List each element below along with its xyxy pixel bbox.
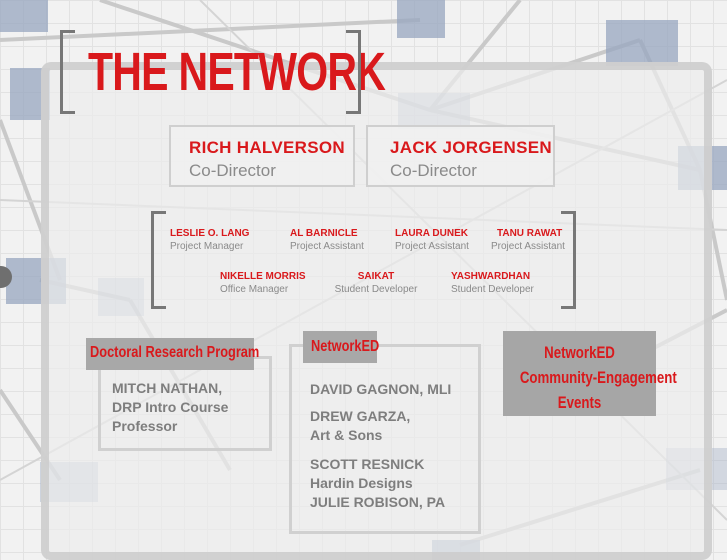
- networked-person-line: SCOTT RESNICK: [310, 456, 425, 472]
- staff-left-bracket: [151, 211, 166, 309]
- staff-name: LAURA DUNEK: [395, 228, 468, 239]
- networked-person-line: DAVID GAGNON, MLI: [310, 381, 452, 397]
- drp-person-line: DRP Intro Course: [112, 399, 229, 415]
- staff-member: SAIKAT Student Developer: [331, 270, 421, 296]
- page-title: THE NETWORK: [88, 42, 386, 102]
- staff-name: SAIKAT: [357, 271, 395, 282]
- title-block: THE NETWORK: [60, 26, 386, 114]
- background-square: [0, 0, 48, 32]
- staff-name: AL BARNICLE: [290, 228, 358, 239]
- networked-label: NetworkED: [303, 331, 380, 363]
- networked-person-line: Art & Sons: [310, 427, 383, 443]
- community-events-box: NetworkED Community-Engagement Events: [503, 331, 677, 416]
- drp-label: Doctoral Research Program: [86, 338, 259, 370]
- networked-label-text: NetworkED: [311, 338, 380, 355]
- right-bracket: [346, 30, 361, 114]
- director-role: Co-Director: [189, 161, 276, 180]
- staff-role: Student Developer: [451, 284, 534, 295]
- staff-name: NIKELLE MORRIS: [220, 271, 306, 282]
- staff-name: LESLIE O. LANG: [170, 228, 250, 239]
- drp-people: MITCH NATHAN, DRP Intro Course Professor: [112, 379, 228, 436]
- background-square: [397, 0, 445, 38]
- community-label-line: NetworkED: [544, 343, 615, 362]
- networked-person-line: Hardin Designs: [310, 475, 413, 491]
- networked-box: DAVID GAGNON, MLI DREW GARZA, Art & Sons…: [289, 344, 481, 534]
- drp-box: MITCH NATHAN, DRP Intro Course Professor: [98, 356, 272, 451]
- community-events-label: NetworkED Community-Engagement Events: [503, 340, 677, 415]
- staff-name: YASHWARDHAN: [451, 271, 531, 282]
- drp-person-line: MITCH NATHAN,: [112, 380, 223, 396]
- director-role: Co-Director: [390, 161, 477, 180]
- staff-right-bracket: [561, 211, 576, 309]
- staff-role: Office Manager: [220, 284, 289, 295]
- staff-name: TANU RAWAT: [497, 228, 563, 239]
- community-label-line: Events: [557, 393, 602, 412]
- director-name: JACK JORGENSEN: [390, 138, 552, 157]
- networked-person-line: JULIE ROBISON, PA: [310, 494, 446, 510]
- community-label-line: Community-Engagement: [519, 368, 677, 387]
- staff-role: Project Assistant: [395, 241, 469, 252]
- staff-role: Project Assistant: [290, 241, 364, 252]
- left-bracket: [60, 30, 75, 114]
- drp-person-line: Professor: [112, 418, 178, 434]
- side-nav-button[interactable]: [0, 266, 12, 288]
- staff-member: YASHWARDHAN Student Developer: [451, 270, 534, 296]
- director-card: JACK JORGENSEN Co-Director: [366, 125, 555, 187]
- staff-member: LESLIE O. LANG Project Manager: [170, 227, 249, 253]
- staff-role: Student Developer: [334, 284, 418, 295]
- drp-label-text: Doctoral Research Program: [90, 344, 260, 361]
- staff-member: TANU RAWAT Project Assistant: [491, 227, 565, 253]
- staff-member: LAURA DUNEK Project Assistant: [395, 227, 469, 253]
- director-card: RICH HALVERSON Co-Director: [169, 125, 355, 187]
- networked-people: DAVID GAGNON, MLI DREW GARZA, Art & Sons…: [310, 380, 451, 512]
- staff-role: Project Assistant: [491, 241, 565, 252]
- staff-member: NIKELLE MORRIS Office Manager: [220, 270, 306, 296]
- staff-role: Project Manager: [170, 241, 244, 252]
- staff-member: AL BARNICLE Project Assistant: [290, 227, 364, 253]
- background-square: [606, 20, 678, 66]
- networked-person-line: DREW GARZA,: [310, 408, 411, 424]
- director-name: RICH HALVERSON: [189, 138, 345, 157]
